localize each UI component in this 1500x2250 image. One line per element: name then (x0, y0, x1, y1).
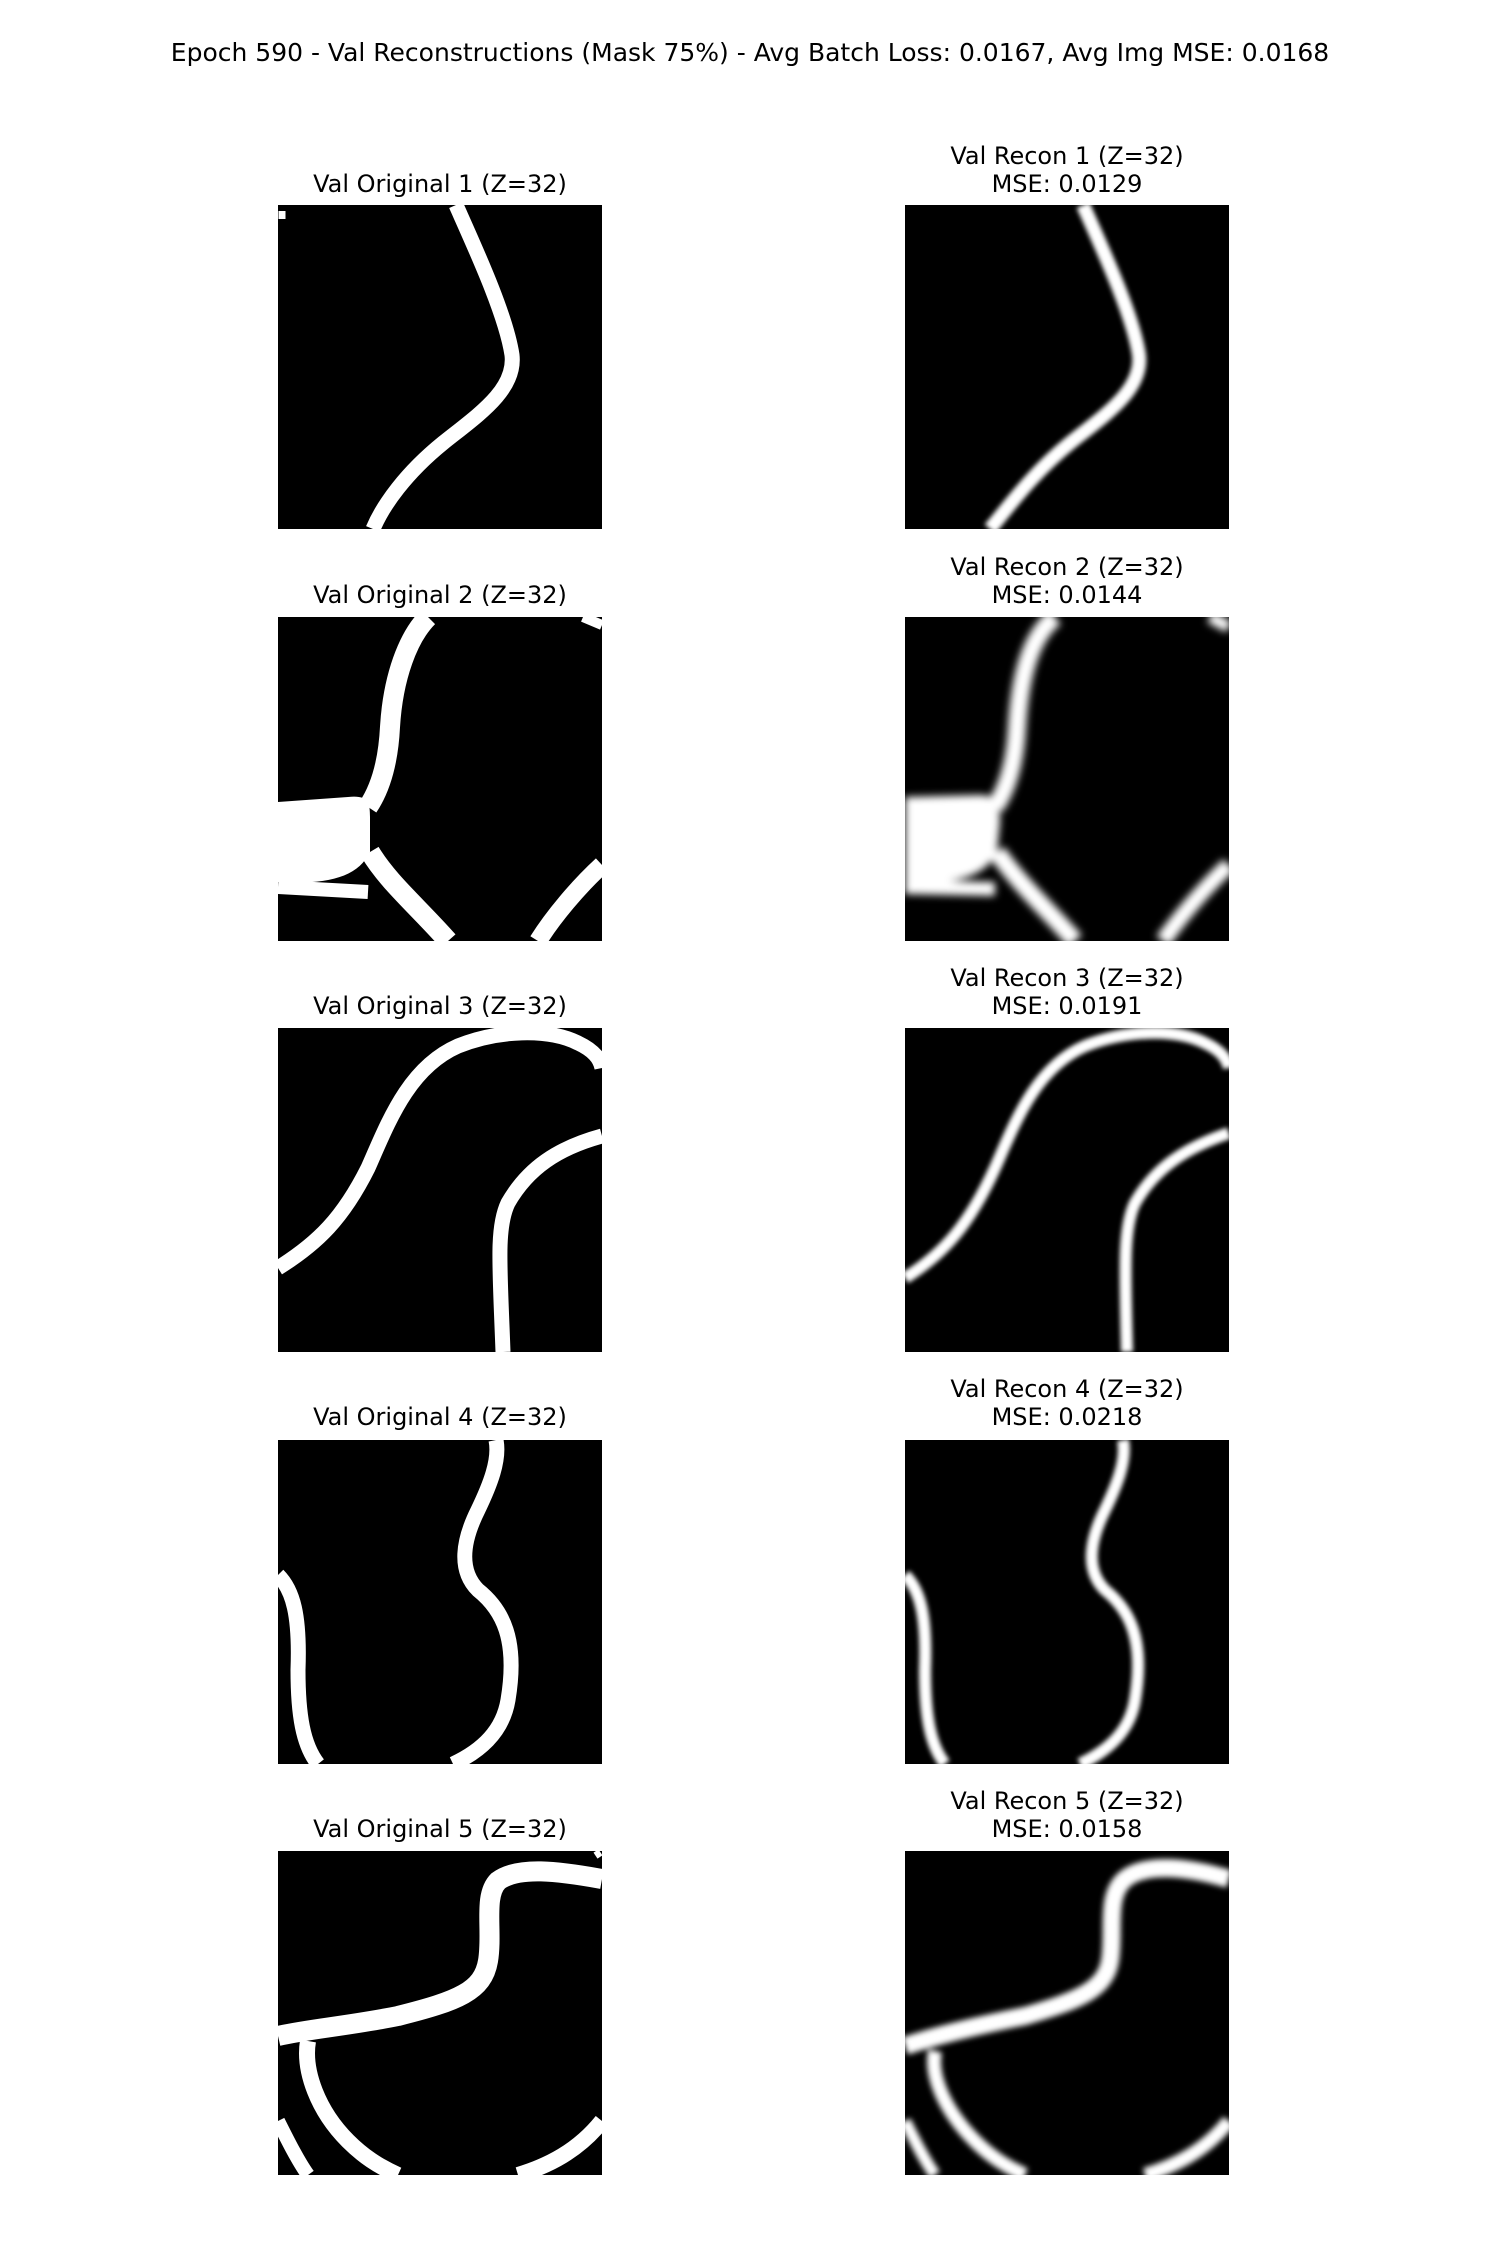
recon-mse-3: MSE: 0.0191 (991, 992, 1143, 1020)
original-image-1 (278, 205, 602, 529)
recon-mse-5: MSE: 0.0158 (991, 1815, 1143, 1843)
recon-mse-4: MSE: 0.0218 (991, 1403, 1143, 1431)
recon-title-4: Val Recon 4 (Z=32) (950, 1375, 1184, 1403)
original-title-3: Val Original 3 (Z=32) (313, 992, 567, 1020)
recon-image-1 (905, 205, 1229, 529)
figure-title: Epoch 590 - Val Reconstructions (Mask 75… (170, 38, 1330, 67)
recon-mse-2: MSE: 0.0144 (991, 581, 1143, 609)
recon-title-2: Val Recon 2 (Z=32) (950, 553, 1184, 581)
original-title-1: Val Original 1 (Z=32) (313, 170, 567, 198)
recon-title-5: Val Recon 5 (Z=32) (950, 1787, 1184, 1815)
recon-title-1: Val Recon 1 (Z=32) (950, 142, 1184, 170)
original-title-2: Val Original 2 (Z=32) (313, 581, 567, 609)
original-image-5 (278, 1851, 602, 2175)
recon-mse-1: MSE: 0.0129 (991, 170, 1143, 198)
original-title-5: Val Original 5 (Z=32) (313, 1815, 567, 1843)
recon-image-2 (905, 617, 1229, 941)
recon-image-5 (905, 1851, 1229, 2175)
original-image-4 (278, 1440, 602, 1764)
original-image-2 (278, 617, 602, 941)
recon-image-3 (905, 1028, 1229, 1352)
recon-title-3: Val Recon 3 (Z=32) (950, 964, 1184, 992)
recon-image-4 (905, 1440, 1229, 1764)
original-title-4: Val Original 4 (Z=32) (313, 1403, 567, 1431)
original-image-3 (278, 1028, 602, 1352)
